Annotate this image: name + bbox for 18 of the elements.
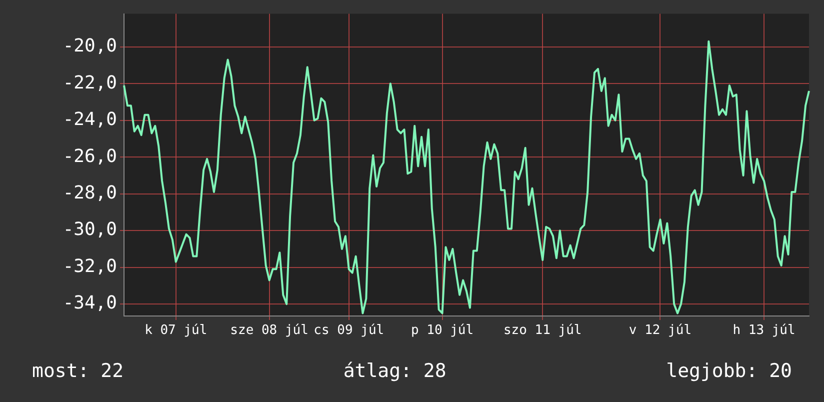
text: átlag: 28 xyxy=(343,360,446,382)
y-tick-label: -26,0 xyxy=(62,146,117,167)
y-tick-label: -24,0 xyxy=(62,109,117,130)
x-tick-label: cs 09 júl xyxy=(314,323,384,338)
x-tick-label: szo 11 júl xyxy=(503,323,582,338)
y-tick-label: -34,0 xyxy=(62,292,117,314)
x-tick-label: v 12 júl xyxy=(628,323,692,338)
x-tick-label: sze 08 júl xyxy=(230,323,308,338)
text: most: 22 xyxy=(32,360,124,382)
text: legjobb: 20 xyxy=(666,360,792,382)
y-tick-label: -28,0 xyxy=(62,182,117,204)
y-tick-label: -22,0 xyxy=(62,72,117,94)
x-tick-label: k 07 júl xyxy=(144,323,208,338)
y-tick-label: -30,0 xyxy=(62,219,117,240)
x-tick-label: h 13 júl xyxy=(732,323,796,338)
x-tick-label: p 10 júl xyxy=(410,323,474,338)
y-tick-label: -32,0 xyxy=(62,256,117,277)
y-tick-label: -20,0 xyxy=(62,36,117,57)
